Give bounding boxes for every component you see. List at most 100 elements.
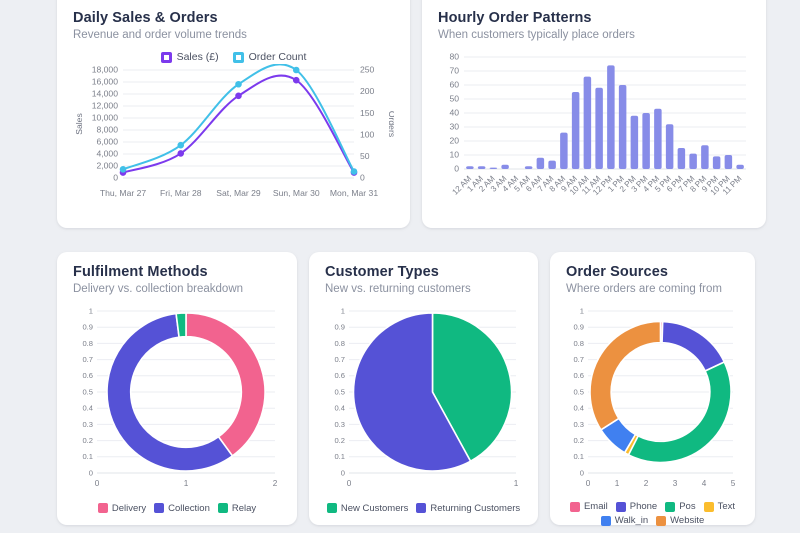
svg-text:200: 200 xyxy=(360,86,375,96)
svg-text:0: 0 xyxy=(586,479,591,488)
svg-text:2,000: 2,000 xyxy=(96,161,118,171)
customers-chart-legend: New Customers Returning Customers xyxy=(325,501,522,515)
svg-text:0.2: 0.2 xyxy=(334,436,345,445)
svg-text:0.5: 0.5 xyxy=(82,387,93,396)
svg-text:1: 1 xyxy=(514,479,519,488)
svg-text:0.9: 0.9 xyxy=(82,323,93,332)
legend-item-walk-in[interactable]: Walk_in xyxy=(600,515,648,526)
customer-types-pie-chart[interactable]: 0 0.1 0.2 0.3 0.4 0.5 0.6 0.7 0.8 0.9 1 0 1 xyxy=(325,303,522,499)
sources-slice-phone[interactable] xyxy=(661,320,726,372)
legend-label: Returning Customers xyxy=(430,502,521,514)
phone-swatch xyxy=(615,501,626,512)
sources-slice-website[interactable] xyxy=(589,320,662,431)
sources-slice-pos[interactable] xyxy=(627,361,732,464)
dashboard: Daily Sales & Orders Revenue and order v… xyxy=(57,0,766,526)
legend-item-text[interactable]: Text xyxy=(703,501,736,512)
legend-item-sales[interactable]: Sales (£) xyxy=(160,51,219,63)
legend-item-relay[interactable]: Relay xyxy=(217,502,257,514)
svg-text:0: 0 xyxy=(580,468,584,477)
legend-label: Relay xyxy=(231,502,257,514)
svg-text:5: 5 xyxy=(731,479,736,488)
card-subtitle-hourly: When customers typically place orders xyxy=(438,29,635,41)
new-customers-swatch xyxy=(326,503,337,513)
customers-slice-returning-customers[interactable] xyxy=(352,312,472,472)
fulfilment-slice-delivery[interactable] xyxy=(185,312,266,457)
website-swatch xyxy=(656,515,667,526)
svg-text:0.5: 0.5 xyxy=(573,387,584,396)
svg-text:2: 2 xyxy=(273,479,278,488)
svg-text:8,000: 8,000 xyxy=(96,125,118,135)
svg-text:1: 1 xyxy=(184,479,189,488)
card-subtitle-sources: Where orders are coming from xyxy=(566,283,722,295)
svg-text:0.7: 0.7 xyxy=(573,355,584,364)
card-subtitle-customers: New vs. returning customers xyxy=(325,283,471,295)
svg-text:Sales: Sales xyxy=(74,113,84,135)
pos-swatch xyxy=(665,501,676,512)
legend-label: Text xyxy=(717,501,736,512)
svg-text:80: 80 xyxy=(449,52,459,62)
svg-text:12,000: 12,000 xyxy=(92,101,119,111)
svg-text:Mon, Mar 31: Mon, Mar 31 xyxy=(330,188,378,198)
svg-text:100: 100 xyxy=(360,129,375,139)
card-hourly-order-patterns: Hourly Order Patterns When customers typ… xyxy=(422,0,766,228)
card-title-sources: Order Sources xyxy=(566,264,669,280)
legend-label: New Customers xyxy=(340,502,409,514)
legend-item-website[interactable]: Website xyxy=(656,515,704,526)
svg-text:0.1: 0.1 xyxy=(334,452,345,461)
svg-text:0: 0 xyxy=(341,468,345,477)
svg-text:30: 30 xyxy=(449,122,459,132)
svg-text:50: 50 xyxy=(449,94,459,104)
legend-item-order-count[interactable]: Order Count xyxy=(232,51,307,63)
card-title-fulfilment: Fulfilment Methods xyxy=(73,264,208,280)
fulfilment-slice-collection[interactable] xyxy=(106,312,234,472)
svg-text:Sun, Mar 30: Sun, Mar 30 xyxy=(273,188,320,198)
sales-swatch xyxy=(160,51,172,63)
customers-slice-new-customers[interactable] xyxy=(431,312,513,463)
svg-text:0.1: 0.1 xyxy=(573,452,584,461)
svg-text:10: 10 xyxy=(449,150,459,160)
text-swatch xyxy=(703,501,714,512)
fulfilment-methods-donut-chart[interactable]: 0 0.1 0.2 0.3 0.4 0.5 0.6 0.7 0.8 0.9 1 0 1 2 xyxy=(73,303,281,499)
svg-text:1: 1 xyxy=(580,306,584,315)
order-sources-donut-chart[interactable]: 0 0.1 0.2 0.3 0.4 0.5 0.6 0.7 0.8 0.9 1 0 1 2 3 4 5 xyxy=(566,303,739,499)
legend-item-returning-customers[interactable]: Returning Customers xyxy=(416,503,520,514)
collection-swatch xyxy=(154,503,165,513)
fulfilment-slice-relay[interactable] xyxy=(175,312,187,338)
svg-text:0.7: 0.7 xyxy=(82,355,93,364)
svg-text:3: 3 xyxy=(673,479,678,488)
svg-text:1: 1 xyxy=(341,306,345,315)
legend-label: Website xyxy=(670,515,705,526)
walk-in-swatch xyxy=(600,515,611,526)
legend-label: Phone xyxy=(629,501,658,512)
legend-item-new-customers[interactable]: New Customers xyxy=(326,502,409,514)
svg-text:0.6: 0.6 xyxy=(334,371,345,380)
legend-item-email[interactable]: Email xyxy=(569,501,608,512)
legend-label: Order Count xyxy=(248,51,307,63)
dashboard-row-bottom: Fulfilment Methods Delivery vs. collecti… xyxy=(57,252,766,526)
svg-text:4: 4 xyxy=(702,479,707,488)
daily-chart-legend: Sales (£) Order Count xyxy=(73,50,394,64)
card-daily-sales-orders: Daily Sales & Orders Revenue and order v… xyxy=(57,0,410,228)
svg-text:0.2: 0.2 xyxy=(82,436,93,445)
returning-customers-swatch xyxy=(416,503,427,513)
svg-text:Orders: Orders xyxy=(387,111,394,137)
svg-text:Thu, Mar 27: Thu, Mar 27 xyxy=(100,188,147,198)
svg-text:10,000: 10,000 xyxy=(92,113,119,123)
legend-item-pos[interactable]: Pos xyxy=(665,501,696,512)
order-count-swatch xyxy=(232,51,244,63)
card-subtitle-daily-sales: Revenue and order volume trends xyxy=(73,29,247,41)
svg-text:0.4: 0.4 xyxy=(573,404,584,413)
svg-text:0.6: 0.6 xyxy=(82,371,93,380)
legend-item-phone[interactable]: Phone xyxy=(615,501,658,512)
daily-sales-orders-line-chart[interactable]: 0 2,000 4,000 6,000 8,000 10,000 12,000 14,000 1… xyxy=(73,64,394,202)
legend-item-collection[interactable]: Collection xyxy=(154,503,210,514)
card-subtitle-fulfilment: Delivery vs. collection breakdown xyxy=(73,283,244,295)
legend-item-delivery[interactable]: Delivery xyxy=(97,503,146,514)
svg-text:0.1: 0.1 xyxy=(82,452,93,461)
svg-text:0.7: 0.7 xyxy=(334,355,345,364)
svg-text:16,000: 16,000 xyxy=(92,77,119,87)
svg-text:0.5: 0.5 xyxy=(334,387,345,396)
sources-chart-legend: Email Phone Pos Text Walk_in Website xyxy=(566,501,739,526)
svg-text:70: 70 xyxy=(449,66,459,76)
